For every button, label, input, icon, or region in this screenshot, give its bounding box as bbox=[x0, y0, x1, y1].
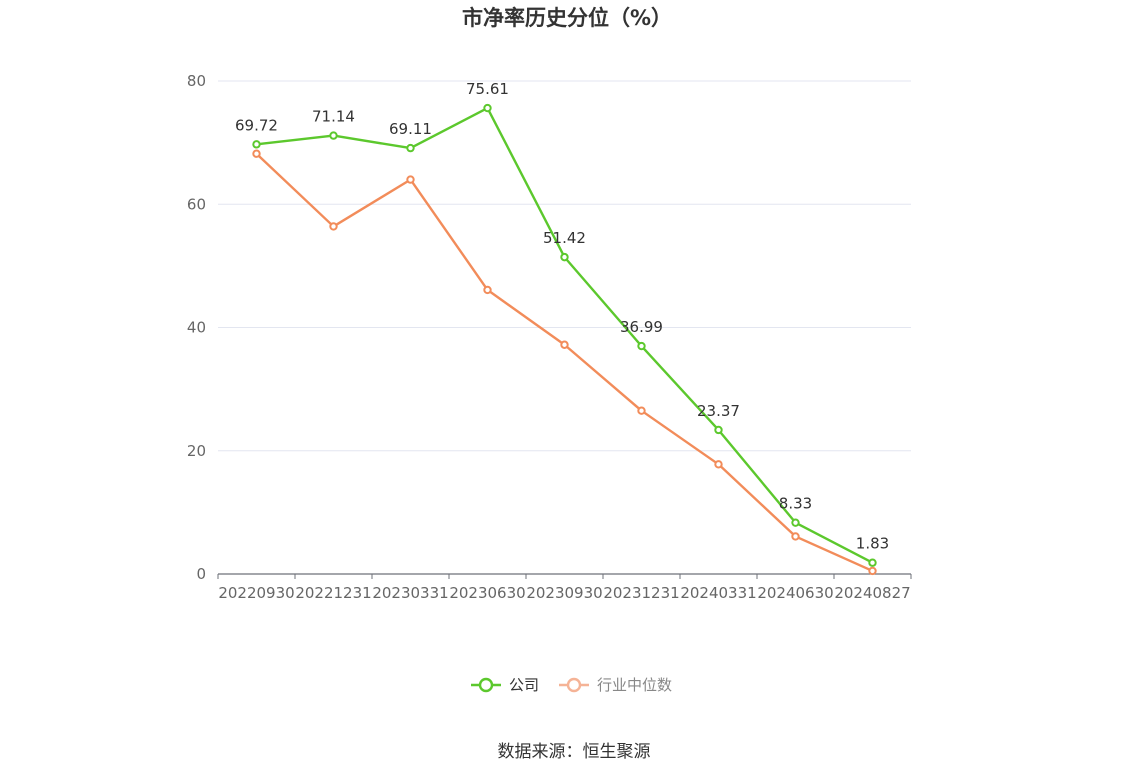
data-label: 1.83 bbox=[856, 535, 889, 553]
legend-marker-icon bbox=[566, 677, 582, 693]
data-point bbox=[868, 558, 877, 567]
data-point bbox=[637, 341, 646, 351]
x-tick-label: 20240630 bbox=[757, 584, 833, 602]
x-tick-label: 20220930 bbox=[218, 584, 294, 602]
y-tick-label: 20 bbox=[187, 442, 206, 460]
data-point bbox=[560, 252, 569, 262]
legend-label: 行业中位数 bbox=[597, 676, 672, 694]
y-tick-label: 60 bbox=[187, 195, 206, 213]
data-point bbox=[791, 518, 800, 527]
x-tick-label: 20240331 bbox=[680, 584, 756, 602]
data-point bbox=[329, 131, 338, 140]
x-axis: 20220930 20221231 20230331 20230630 20230930… bbox=[217, 573, 912, 602]
y-axis: 0 20 40 60 80 bbox=[187, 72, 206, 583]
y-tick-label: 80 bbox=[187, 72, 206, 90]
legend-item[interactable]: 公司 bbox=[471, 676, 539, 694]
legend[interactable]: 公司 行业中位数 bbox=[471, 676, 672, 694]
data-point bbox=[637, 406, 646, 415]
data-label: 75.61 bbox=[466, 80, 509, 98]
data-label: 23.37 bbox=[697, 402, 740, 420]
data-point bbox=[329, 222, 338, 231]
x-tick-label: 20230630 bbox=[449, 584, 525, 602]
data-label: 36.99 bbox=[620, 318, 663, 336]
gridlines bbox=[218, 80, 911, 452]
data-point bbox=[483, 103, 492, 113]
data-label: 69.72 bbox=[235, 116, 278, 134]
data-point bbox=[791, 532, 800, 541]
x-tick-label: 20230930 bbox=[526, 584, 602, 602]
x-tick-label: 20240827 bbox=[834, 584, 910, 602]
data-label: 8.33 bbox=[779, 495, 812, 513]
legend-marker-icon bbox=[478, 677, 494, 693]
data-label: 51.42 bbox=[543, 229, 586, 247]
y-tick-label: 0 bbox=[196, 565, 206, 583]
chart-title: 市净率历史分位（%） bbox=[462, 6, 672, 30]
data-point bbox=[714, 460, 723, 469]
data-point bbox=[406, 143, 415, 153]
data-point bbox=[252, 149, 261, 158]
x-tick-label: 20230331 bbox=[372, 584, 448, 602]
data-point bbox=[252, 140, 261, 149]
plot-area: 69.72 71.14 69.11 75.61 51.42 36.99 23.37 8.33 1… bbox=[235, 80, 889, 576]
data-label: 69.11 bbox=[389, 120, 432, 138]
data-point bbox=[714, 425, 723, 435]
source-note: 数据来源：恒生聚源 bbox=[498, 742, 651, 762]
data-point bbox=[406, 175, 415, 184]
data-point bbox=[560, 340, 569, 349]
y-tick-label: 40 bbox=[187, 319, 206, 337]
legend-label: 公司 bbox=[509, 676, 539, 694]
data-point bbox=[868, 566, 877, 576]
data-label: 71.14 bbox=[312, 108, 355, 126]
x-tick-label: 20221231 bbox=[295, 584, 371, 602]
x-tick-label: 20231231 bbox=[603, 584, 679, 602]
legend-item[interactable]: 行业中位数 bbox=[559, 676, 672, 694]
data-point bbox=[483, 285, 492, 295]
